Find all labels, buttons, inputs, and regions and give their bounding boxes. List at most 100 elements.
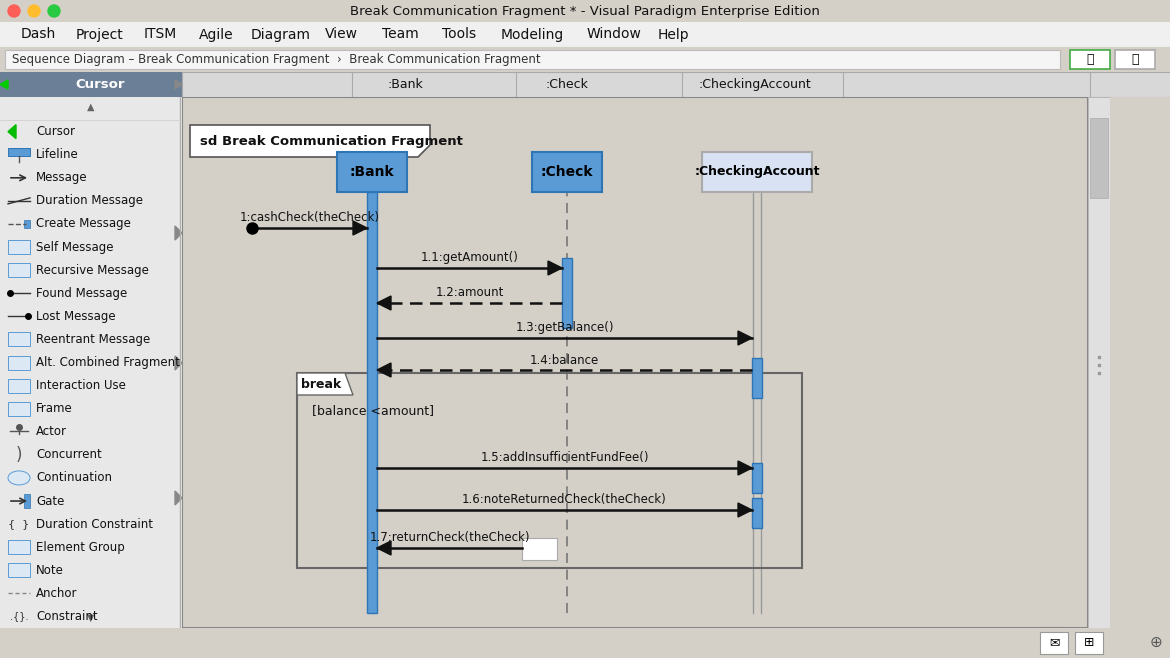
Text: Recursive Message: Recursive Message xyxy=(36,264,149,276)
Text: Reentrant Message: Reentrant Message xyxy=(36,333,150,346)
Bar xyxy=(367,192,377,613)
Bar xyxy=(752,498,762,528)
Text: Duration Constraint: Duration Constraint xyxy=(36,518,153,530)
Bar xyxy=(8,378,30,393)
Polygon shape xyxy=(176,226,183,240)
Bar xyxy=(297,373,801,568)
Bar xyxy=(8,401,30,416)
Text: Help: Help xyxy=(658,28,690,41)
Text: Continuation: Continuation xyxy=(36,471,112,484)
Bar xyxy=(8,540,30,554)
Polygon shape xyxy=(377,363,391,377)
Bar xyxy=(1115,50,1155,69)
Text: 1.4:balance: 1.4:balance xyxy=(530,353,599,367)
Polygon shape xyxy=(353,221,367,235)
Bar xyxy=(1075,632,1103,654)
Text: ITSM: ITSM xyxy=(144,28,177,41)
Text: :Bank: :Bank xyxy=(387,78,422,91)
Text: 📋: 📋 xyxy=(1131,53,1138,66)
Polygon shape xyxy=(738,503,752,517)
Text: Project: Project xyxy=(76,28,123,41)
Bar xyxy=(562,258,572,328)
Text: ): ) xyxy=(15,446,22,464)
Text: Actor: Actor xyxy=(36,425,67,438)
Text: Self Message: Self Message xyxy=(36,241,113,253)
Text: Message: Message xyxy=(36,171,88,184)
Text: View: View xyxy=(325,28,358,41)
Text: ▲: ▲ xyxy=(88,102,95,112)
Text: Diagram: Diagram xyxy=(250,28,311,41)
Bar xyxy=(532,152,603,192)
Text: Frame: Frame xyxy=(36,402,73,415)
Bar xyxy=(522,538,557,560)
Bar xyxy=(1090,118,1108,198)
Text: .{}.: .{}. xyxy=(9,611,28,621)
Polygon shape xyxy=(377,296,391,310)
Bar xyxy=(25,220,30,228)
Bar xyxy=(8,332,30,346)
Text: Cursor: Cursor xyxy=(36,125,75,138)
Polygon shape xyxy=(176,356,183,370)
Text: Duration Message: Duration Message xyxy=(36,194,143,207)
Text: 1.5:addInsufficientFundFee(): 1.5:addInsufficientFundFee() xyxy=(480,451,648,465)
Text: Alt. Combined Fragment: Alt. Combined Fragment xyxy=(36,356,180,369)
Polygon shape xyxy=(738,331,752,345)
Bar xyxy=(702,152,812,192)
Polygon shape xyxy=(738,461,752,475)
Text: Note: Note xyxy=(36,564,64,577)
Polygon shape xyxy=(297,373,353,395)
Polygon shape xyxy=(176,80,183,89)
Text: Agile: Agile xyxy=(199,28,234,41)
Bar xyxy=(5,50,1060,69)
Text: :CheckingAccount: :CheckingAccount xyxy=(698,78,811,91)
Text: Create Message: Create Message xyxy=(36,218,131,230)
Bar xyxy=(25,494,30,508)
Polygon shape xyxy=(176,491,183,505)
Text: Element Group: Element Group xyxy=(36,541,125,553)
Text: Cursor: Cursor xyxy=(75,78,125,91)
Text: 1.3:getBalance(): 1.3:getBalance() xyxy=(515,322,614,334)
Text: Lifeline: Lifeline xyxy=(36,148,78,161)
Text: Break Communication Fragment * - Visual Paradigm Enterprise Edition: Break Communication Fragment * - Visual … xyxy=(350,5,820,18)
Polygon shape xyxy=(0,80,8,89)
Bar xyxy=(8,240,30,254)
Polygon shape xyxy=(548,261,562,275)
Bar xyxy=(1040,632,1068,654)
Text: [balance <amount]: [balance <amount] xyxy=(312,405,434,417)
Bar xyxy=(752,463,762,493)
Text: ▼: ▼ xyxy=(88,613,95,623)
Text: Sequence Diagram – Break Communication Fragment  ›  Break Communication Fragment: Sequence Diagram – Break Communication F… xyxy=(12,53,541,66)
Text: Dash: Dash xyxy=(21,28,56,41)
Text: 1.7:returnCheck(theCheck): 1.7:returnCheck(theCheck) xyxy=(370,532,530,545)
Text: 1.1:getAmount(): 1.1:getAmount() xyxy=(420,251,518,265)
Text: Constraint: Constraint xyxy=(36,610,97,623)
Polygon shape xyxy=(377,541,391,555)
Bar xyxy=(8,263,30,277)
Circle shape xyxy=(8,5,20,17)
Bar xyxy=(8,563,30,577)
Text: sd Break Communication Fragment: sd Break Communication Fragment xyxy=(200,134,463,147)
Bar xyxy=(0,72,183,97)
Text: 1.6:noteReturnedCheck(theCheck): 1.6:noteReturnedCheck(theCheck) xyxy=(462,494,667,507)
Text: :Bank: :Bank xyxy=(350,165,394,179)
Bar xyxy=(337,152,407,192)
Bar xyxy=(1071,50,1110,69)
Text: :Check: :Check xyxy=(541,165,593,179)
Text: 1:cashCheck(theCheck): 1:cashCheck(theCheck) xyxy=(240,211,379,224)
Text: Window: Window xyxy=(587,28,641,41)
Text: Lost Message: Lost Message xyxy=(36,310,116,323)
Text: Tools: Tools xyxy=(441,28,476,41)
Text: Modeling: Modeling xyxy=(501,28,564,41)
Text: Found Message: Found Message xyxy=(36,287,128,300)
Text: ⊞: ⊞ xyxy=(1083,636,1094,649)
Circle shape xyxy=(28,5,40,17)
Polygon shape xyxy=(190,125,431,157)
Text: Concurrent: Concurrent xyxy=(36,448,102,461)
Text: {  }: { } xyxy=(8,519,29,529)
Text: 1.2:amount: 1.2:amount xyxy=(435,286,504,299)
Text: Gate: Gate xyxy=(36,495,64,507)
Text: 🖼: 🖼 xyxy=(1086,53,1094,66)
Text: Anchor: Anchor xyxy=(36,587,77,600)
Bar xyxy=(752,358,762,398)
Text: ⊕: ⊕ xyxy=(1149,635,1162,650)
